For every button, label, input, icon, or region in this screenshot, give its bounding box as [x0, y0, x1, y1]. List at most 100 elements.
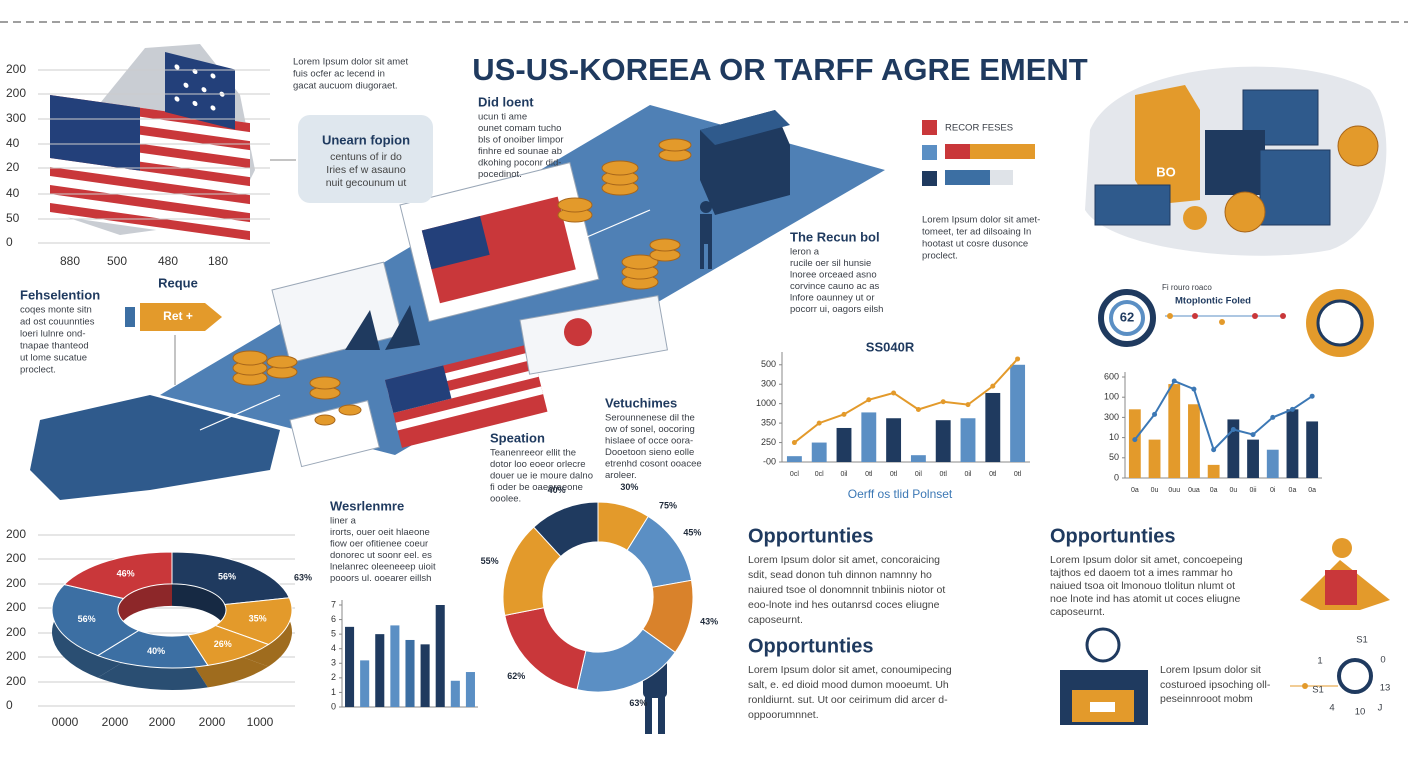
- block-heading: Wesrlenmre: [330, 498, 404, 513]
- block-line: leron a: [790, 247, 820, 258]
- line-point: [1309, 393, 1315, 399]
- bar: [1128, 409, 1141, 478]
- x-tick-label: 0a: [1210, 487, 1218, 494]
- bar: [465, 672, 475, 707]
- axis-label: 880: [60, 254, 80, 268]
- axis-label: 50: [6, 211, 20, 225]
- request-arrow: [140, 303, 222, 331]
- block-line: lnfore oaunney ut or: [790, 293, 875, 304]
- axis-label: 200: [6, 674, 26, 688]
- block-line: ad ost couunnties: [20, 317, 95, 328]
- block-line: Serounnenese dil the: [605, 413, 695, 424]
- x-tick-label: 0u: [1151, 487, 1159, 494]
- line-point: [1132, 437, 1138, 443]
- block-line: Lorem Ipsum dolor sit amet, conoumipecin…: [748, 664, 952, 676]
- x-tick-label: 0il: [840, 471, 847, 478]
- y-tick-label: 0: [1114, 472, 1119, 482]
- slice: [171, 551, 291, 606]
- axis-label: 200: [6, 649, 26, 663]
- line-point: [841, 411, 847, 417]
- axis-label: 200: [6, 62, 26, 76]
- flag-illustration: [50, 44, 255, 244]
- block-line: donorec ut soonr eel. es: [330, 550, 432, 561]
- slice: [532, 501, 599, 558]
- block-line: naiued tsoa oit lmonouo tlolitun nlumt o…: [1050, 580, 1235, 592]
- legend-swatches: [922, 120, 1035, 186]
- x-tick-label: 0a: [1131, 487, 1139, 494]
- block-line: lnelanrec oleeneeep uioit: [330, 562, 436, 573]
- y-tick-label: -00: [763, 456, 776, 466]
- bar: [1207, 464, 1220, 478]
- intro-line: fuis ocfer ac lecend in: [293, 69, 385, 80]
- bar: [935, 420, 951, 462]
- bar: [345, 626, 355, 707]
- x-tick-label: 0il: [964, 471, 971, 478]
- bar: [836, 427, 852, 462]
- slice: [51, 583, 140, 657]
- block-line: caposeurnt.: [748, 614, 803, 626]
- icon-number: 0: [1380, 655, 1385, 666]
- bar: [985, 392, 1001, 462]
- annotation: 63%: [294, 572, 312, 582]
- block-line: lnoree orceaed asno: [790, 270, 877, 281]
- bar: [960, 418, 976, 462]
- bar: [1266, 449, 1279, 478]
- line: [793, 358, 1019, 444]
- block-line: ow of sonel, oocoring: [605, 424, 695, 435]
- y-tick-label: 1: [331, 687, 336, 697]
- block-line: dotor loo eoeor orlecre: [490, 459, 586, 470]
- y-tick-label: 3: [331, 658, 336, 668]
- y-tick-label: 250: [761, 437, 776, 447]
- block-line: ronldiurnt. sut. Ut oor ceirimum did arc…: [748, 694, 948, 706]
- y-tick-label: 100: [1104, 392, 1119, 402]
- block-line: Lorem Ipsum dolor sit amet, concoraicing: [748, 554, 940, 566]
- bar: [420, 644, 430, 707]
- bar: [1286, 409, 1299, 478]
- intro-line: Lorem Ipsum dolor sit amet: [293, 57, 408, 68]
- axis-label: 2000: [149, 715, 176, 729]
- line-point: [940, 399, 946, 405]
- axis-label: 200: [6, 576, 26, 590]
- right-intro-line: proclect.: [922, 251, 958, 262]
- block-heading: Speation: [490, 430, 545, 445]
- block-heading: The Recun bol: [790, 229, 880, 244]
- block-line: pooors ul. ooearer eillsh: [330, 573, 431, 584]
- block-line: ucun ti ame: [478, 112, 527, 123]
- bar: [1227, 419, 1240, 478]
- line-point: [990, 383, 996, 389]
- x-tick-label: 0u: [1229, 487, 1237, 494]
- legend-label: RECOR FESES: [945, 123, 1013, 134]
- y-tick-label: 500: [761, 359, 776, 369]
- x-tick-label: 0tl: [989, 471, 997, 478]
- right-intro-line: tomeet, ter ad dilsoaing In: [922, 227, 1031, 238]
- bar: [1010, 364, 1026, 462]
- icon-number: 1: [1317, 656, 1322, 667]
- block-heading: Fehselention: [20, 287, 100, 302]
- icon-number: 10: [1355, 707, 1366, 718]
- axis-label: 0: [6, 698, 13, 712]
- block-heading: Opportunties: [748, 525, 874, 547]
- axis-label: 2000: [199, 715, 226, 729]
- bar: [1188, 404, 1200, 478]
- chart-title: SS040R: [866, 339, 915, 354]
- gauge-icons: [1098, 289, 1374, 357]
- slice-label: 40%: [548, 485, 566, 495]
- gauge-title: Fi rouro roaco: [1162, 283, 1212, 292]
- page-title: US-US-KOREEA OR TARFF AGRE EMENT: [472, 52, 1087, 87]
- block-line: aroleer.: [605, 470, 637, 481]
- y-tick-label: 300: [761, 379, 776, 389]
- slice: [63, 551, 173, 600]
- x-tick-label: 0il: [915, 471, 922, 478]
- line-point: [1289, 406, 1295, 412]
- axis-label: 500: [107, 254, 127, 268]
- y-tick-label: 600: [1104, 371, 1119, 381]
- line-point: [791, 440, 797, 446]
- icon-text: peseinnrooot mobm: [1160, 693, 1253, 705]
- slice-label: 62%: [507, 671, 525, 681]
- bar: [861, 412, 877, 462]
- callout-heading: Unearn fopion: [322, 132, 410, 147]
- bar: [450, 680, 460, 707]
- axis-label: 1000: [247, 715, 274, 729]
- block-line: douer ue ie moure dalno: [490, 471, 593, 482]
